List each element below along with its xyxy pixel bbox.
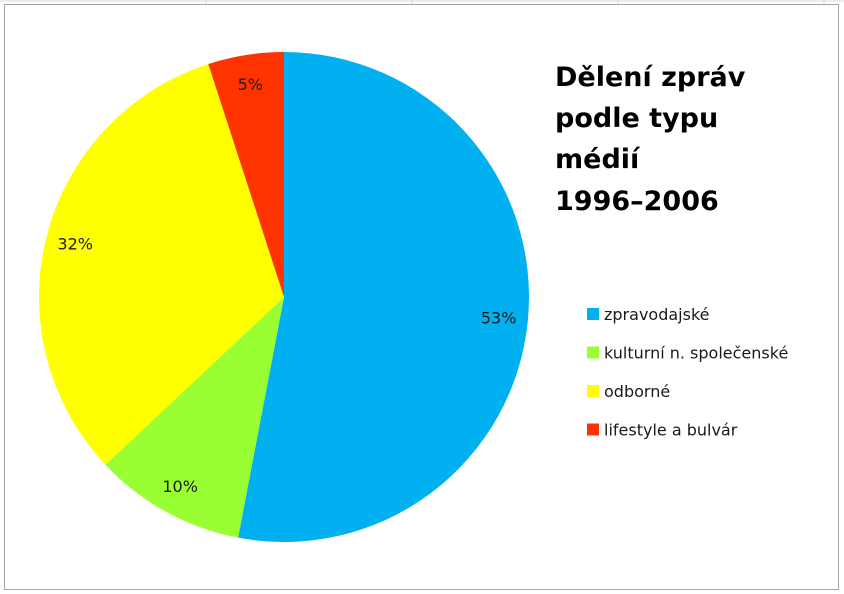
- data-label-kulturni-n-spolecenske: 10%: [162, 477, 198, 496]
- legend: zpravodajské kulturní n. společenské odbor…: [587, 305, 788, 440]
- data-label-zpravodajske: 53%: [481, 308, 517, 327]
- pie-slice-kulturni-n-spolecenske: [105, 297, 285, 538]
- pie-slices: [38, 52, 529, 542]
- data-label-odborne: 32%: [57, 234, 93, 253]
- pie-slice-zpravodajske: [238, 52, 529, 542]
- chart-title-line-1: Dělení zpráv: [555, 62, 746, 93]
- chart-title-line-2: podle typu: [555, 103, 718, 134]
- legend-label-lifestyle-a-bulvar: lifestyle a bulvár: [604, 421, 738, 440]
- pie-slice-odborne: [38, 63, 285, 465]
- pie-data-labels: 53% 10% 32% 5%: [57, 75, 516, 496]
- legend-label-zpravodajske: zpravodajské: [604, 305, 709, 324]
- sheet-gridlines: [0, 0, 844, 4]
- pie-slice-lifestyle-a-bulvar: [208, 52, 284, 297]
- legend-swatch-zpravodajske: [587, 308, 599, 320]
- chart-title-line-3: médií: [555, 144, 641, 175]
- chart-title-line-4: 1996–2006: [555, 186, 719, 217]
- legend-label-odborne: odborné: [604, 382, 670, 401]
- data-label-lifestyle-a-bulvar: 5%: [238, 75, 263, 94]
- chart-title: Dělení zpráv podle typu médií 1996–2006: [555, 62, 746, 217]
- legend-swatch-lifestyle-a-bulvar: [587, 423, 599, 436]
- legend-swatch-kulturni-n-spolecenske: [587, 346, 599, 359]
- legend-label-kulturni-n-spolecenske: kulturní n. společenské: [604, 344, 788, 363]
- legend-swatch-odborne: [587, 385, 599, 397]
